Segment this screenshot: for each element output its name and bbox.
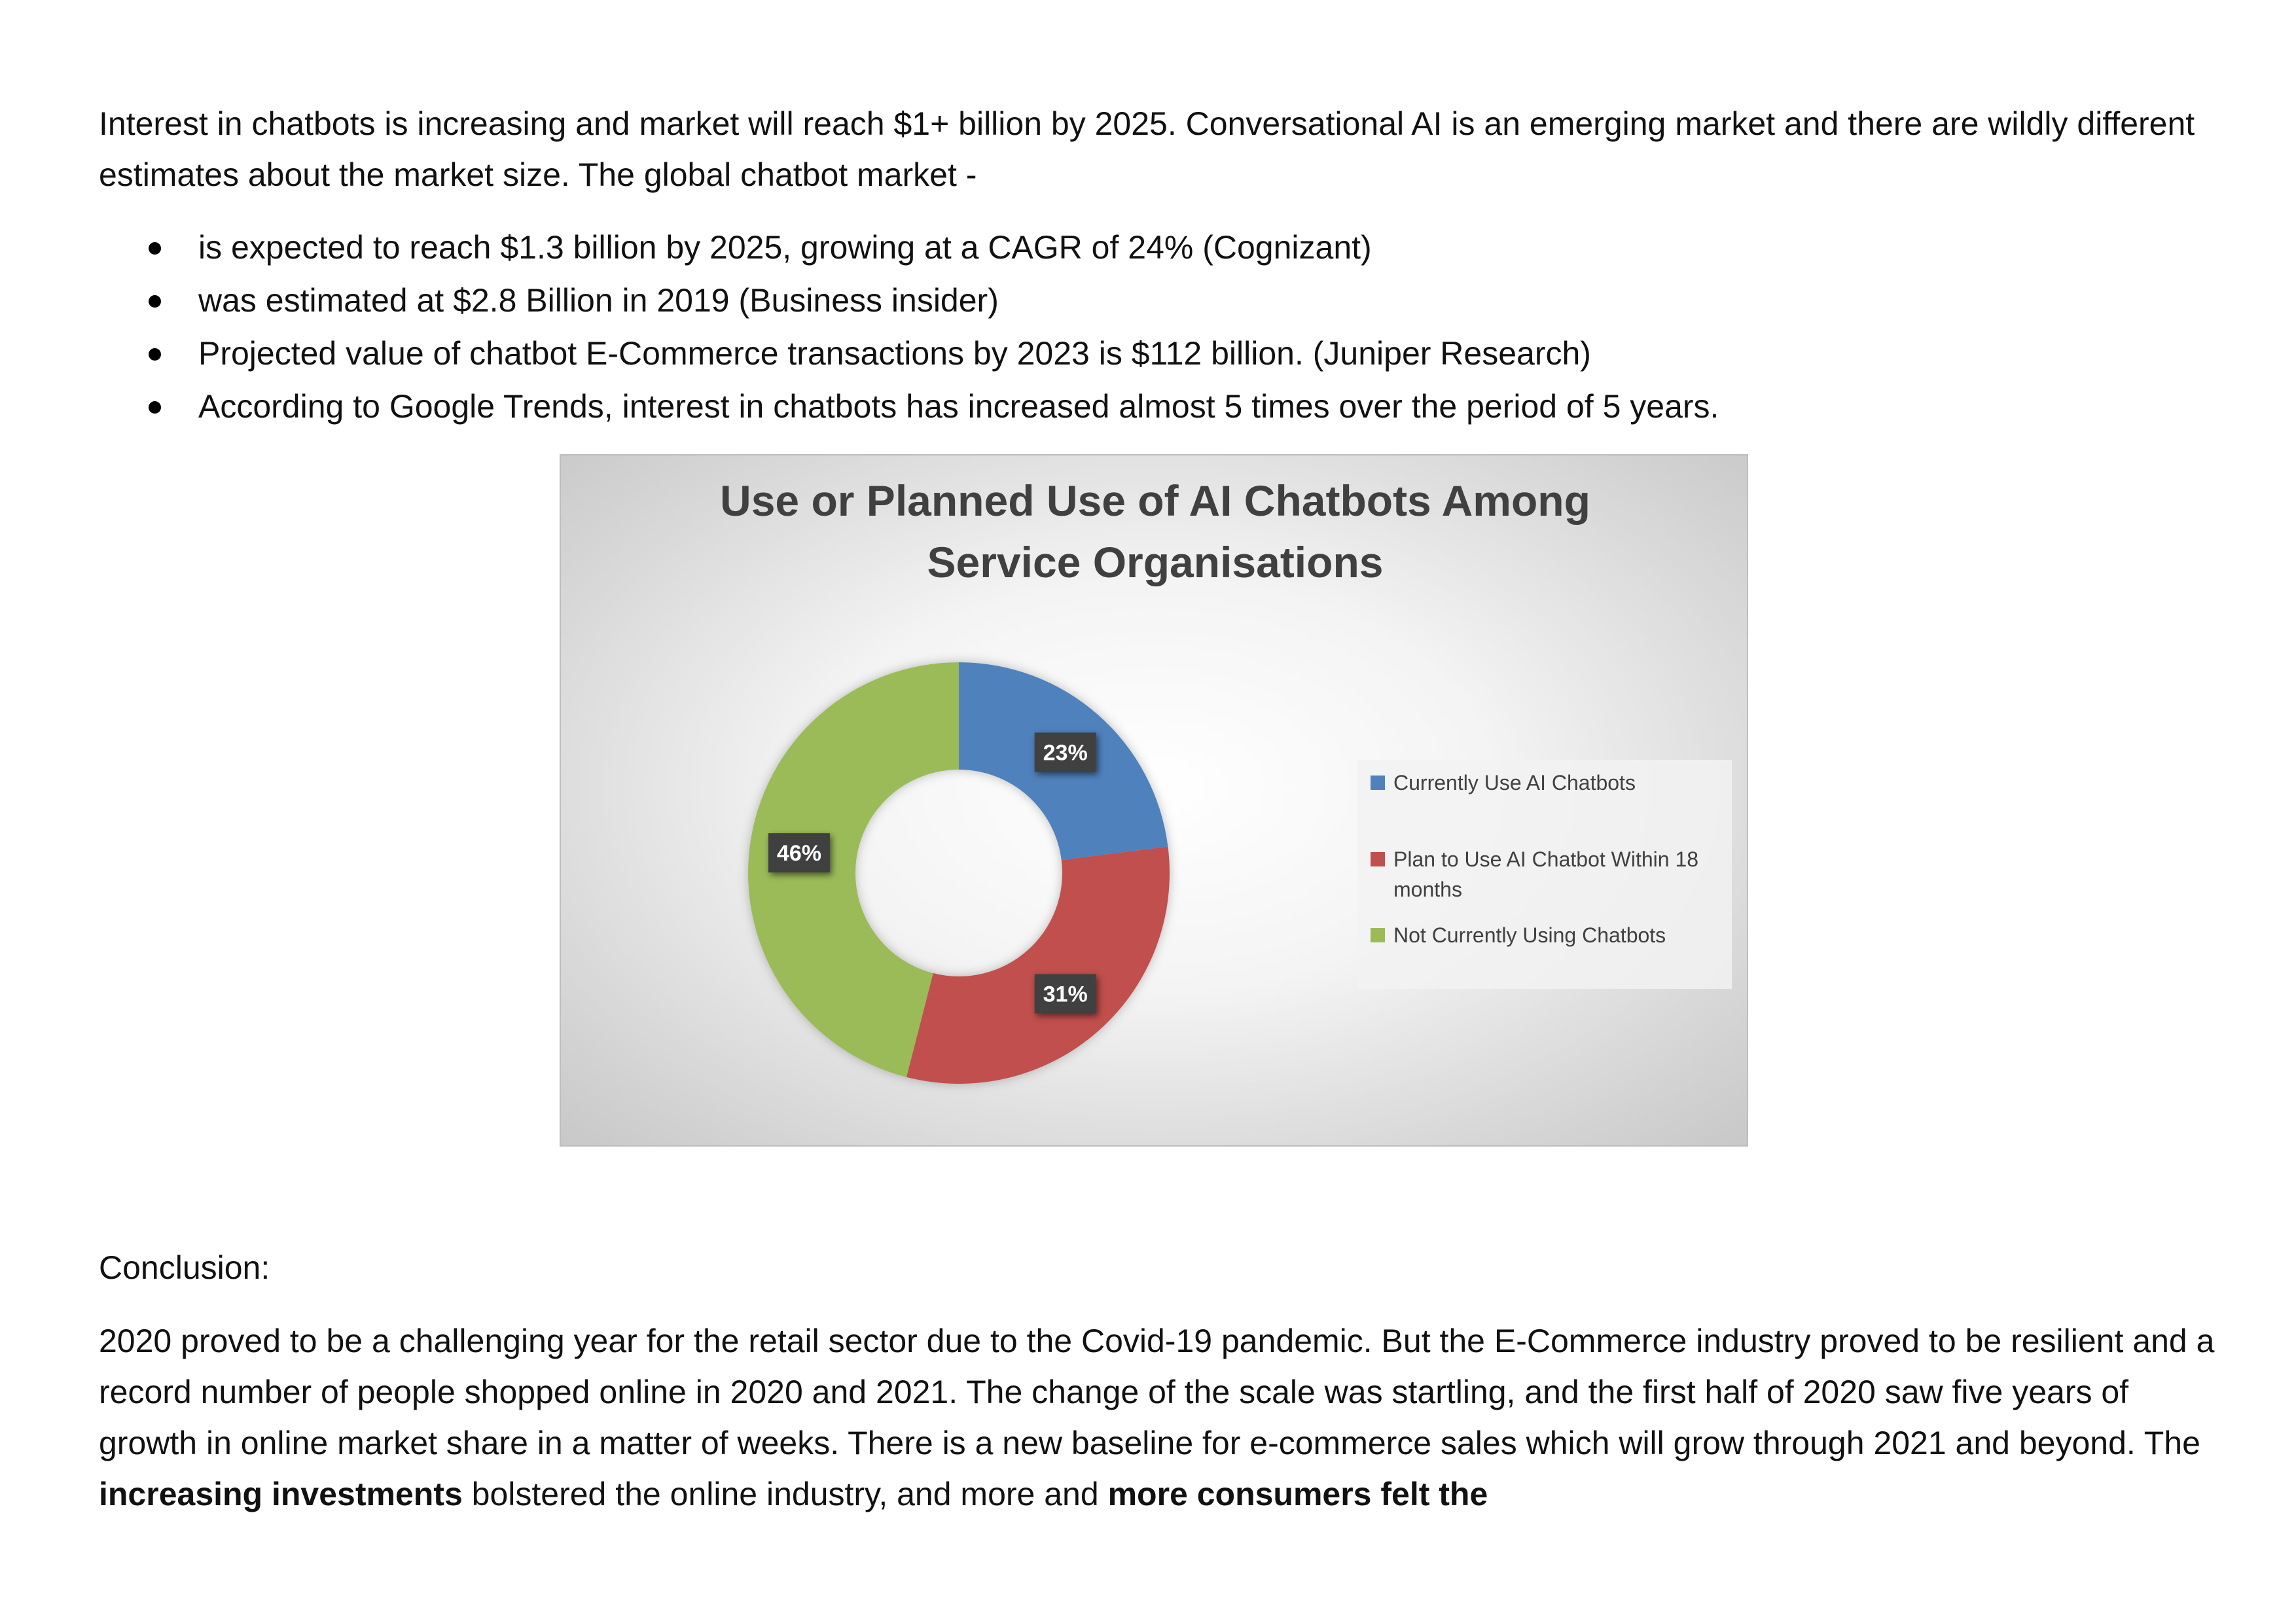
legend-item-currently-use: Currently Use AI Chatbots [1371, 771, 1636, 794]
doughnut-ring [747, 662, 1170, 1084]
legend-label: Currently Use AI Chatbots [1393, 771, 1636, 794]
data-label-not-using: 46% [768, 833, 830, 873]
bullet-item: Projected value of chatbot E-Commerce tr… [99, 327, 2193, 380]
bullet-dot-icon [149, 348, 161, 361]
legend-label: Not Currently Using Chatbots [1393, 923, 1666, 947]
data-label-box [1034, 732, 1096, 772]
legend-box [1357, 760, 1732, 989]
bullet-dot-icon [149, 401, 161, 414]
market-bullet-list: is expected to reach $1.3 billion by 202… [99, 221, 2193, 433]
bullet-dot-icon [149, 295, 161, 308]
legend-swatch [1371, 852, 1385, 866]
bullet-item: is expected to reach $1.3 billion by 202… [99, 221, 2193, 274]
conclusion-bold-2: more consumers felt the [1107, 1476, 1488, 1512]
legend-label: Plan to Use AI Chatbot Within 18 months [1393, 847, 1698, 901]
data-label-box [1034, 974, 1096, 1014]
data-labels: 23% 31% 46% [768, 732, 1096, 1014]
intro-paragraph: Interest in chatbots is increasing and m… [99, 105, 2195, 193]
data-label-text: 31% [1043, 982, 1088, 1007]
data-label-box [768, 833, 830, 873]
doughnut-chart: Use or Planned Use of AI Chatbots Among … [560, 454, 1748, 1147]
slice-plan-to-use [906, 846, 1170, 1084]
conclusion-heading: Conclusion: [99, 1249, 270, 1286]
conclusion-text-2: bolstered the online industry, and more … [462, 1476, 1108, 1512]
chart-title-line-1: Use or Planned Use of AI Chatbots Among [720, 476, 1590, 525]
bullet-item: According to Google Trends, interest in … [99, 380, 2193, 433]
data-label-plan-to-use: 31% [1034, 974, 1096, 1014]
bullet-item: was estimated at $2.8 Billion in 2019 (B… [99, 274, 2193, 327]
data-label-text: 46% [777, 841, 821, 866]
bullet-text: Projected value of chatbot E-Commerce tr… [198, 335, 1591, 372]
chart-title-line-2: Service Organisations [927, 538, 1384, 586]
bullet-text: was estimated at $2.8 Billion in 2019 (B… [198, 282, 999, 319]
conclusion-paragraph: 2020 proved to be a challenging year for… [99, 1315, 2226, 1520]
chart-canvas: Use or Planned Use of AI Chatbots Among … [720, 476, 1732, 1084]
legend-swatch [1371, 928, 1385, 942]
bullet-text: is expected to reach $1.3 billion by 202… [198, 229, 1372, 266]
conclusion-bold-1: increasing investments [99, 1476, 463, 1512]
legend-swatch [1371, 776, 1385, 790]
slice-not-using [747, 662, 959, 1077]
bullet-text: According to Google Trends, interest in … [198, 388, 1719, 425]
legend-item-plan-to-use: Plan to Use AI Chatbot Within 18 months [1371, 847, 1698, 901]
bullet-dot-icon [149, 242, 161, 255]
data-label-text: 23% [1043, 740, 1088, 765]
chart-legend: Currently Use AI Chatbots Plan to Use AI … [1357, 760, 1732, 989]
data-label-currently-use: 23% [1034, 732, 1096, 772]
legend-item-not-using: Not Currently Using Chatbots [1371, 923, 1666, 947]
conclusion-text-1: 2020 proved to be a challenging year for… [99, 1323, 2215, 1461]
